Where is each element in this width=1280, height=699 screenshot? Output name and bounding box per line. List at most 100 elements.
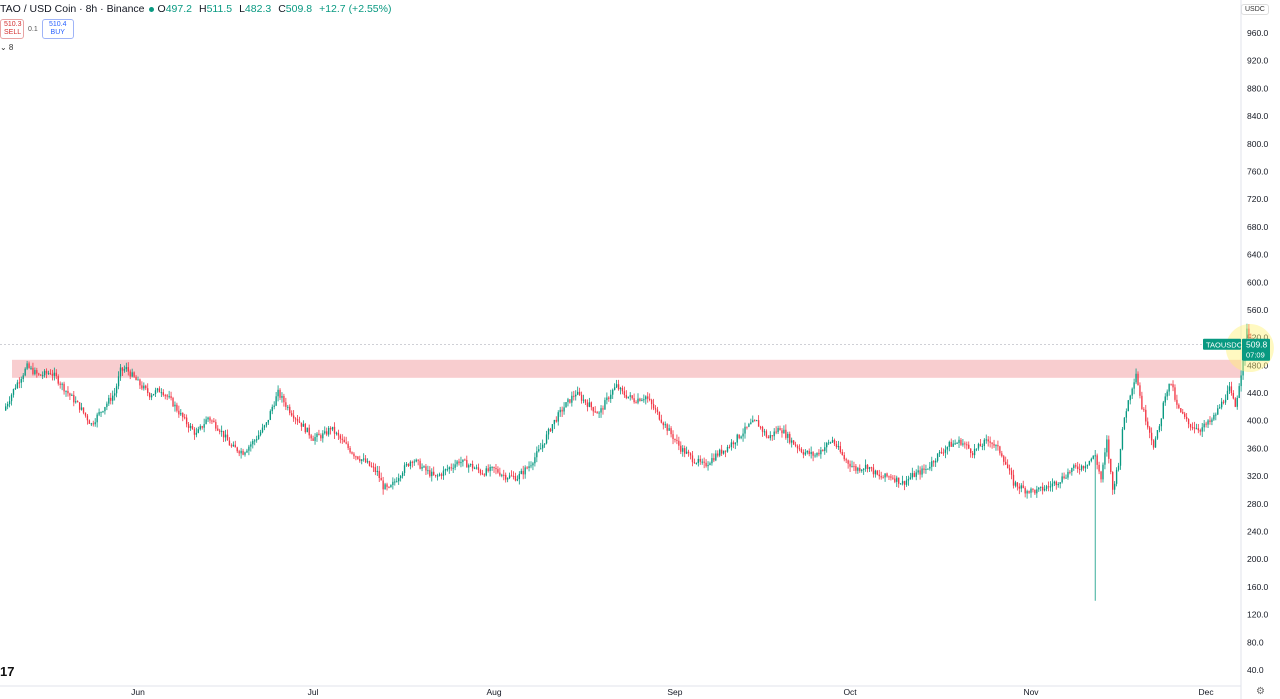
tradingview-logo[interactable]: 17 — [0, 664, 15, 679]
candle-body — [993, 443, 995, 446]
candle-body — [47, 373, 50, 375]
candle-body — [399, 476, 402, 479]
candle-body — [578, 391, 581, 395]
candle-body — [997, 445, 999, 447]
candle-body — [209, 417, 211, 421]
candle-body — [816, 452, 818, 456]
candle-body — [656, 409, 659, 412]
candle-body — [647, 396, 649, 399]
candle-body — [8, 401, 11, 405]
sell-button[interactable]: 510.3 SELL — [0, 19, 24, 39]
candle-body — [170, 396, 172, 399]
candle-body — [633, 398, 635, 403]
candle-body — [732, 442, 735, 445]
candle-body — [1209, 420, 1211, 422]
candle-body — [215, 422, 217, 429]
candle-body — [639, 398, 641, 401]
candle-body — [643, 399, 645, 401]
candle-body — [701, 461, 703, 463]
candle-body — [477, 467, 480, 471]
candle-body — [524, 467, 526, 475]
y-tick-label: 280.0 — [1247, 499, 1269, 509]
candle-body — [45, 370, 48, 374]
candle-body — [487, 468, 489, 472]
candle-body — [728, 446, 731, 448]
ohlc-high: H511.5 — [198, 3, 233, 15]
candle-body — [61, 383, 63, 385]
candle-body — [339, 435, 342, 439]
candle-body — [444, 469, 447, 471]
candle-body — [324, 431, 326, 434]
candle-body — [617, 384, 620, 390]
candle-body — [127, 367, 129, 372]
candle-body — [106, 403, 108, 408]
candle-body — [876, 470, 878, 475]
candle-body — [145, 385, 147, 389]
candle-body — [968, 444, 970, 449]
buy-price: 510.4 — [48, 21, 67, 28]
indicator-toggle[interactable]: ⌄ 8 — [0, 43, 14, 52]
candle-body — [1067, 471, 1069, 478]
candle-body — [425, 466, 427, 471]
candle-body — [1160, 418, 1163, 427]
candle-body — [413, 461, 415, 463]
candle-body — [826, 443, 828, 448]
x-tick-label: Sep — [667, 687, 682, 697]
candle-body — [722, 450, 725, 454]
candle-body — [1123, 417, 1126, 430]
candle-body — [1199, 430, 1201, 432]
candle-body — [781, 430, 783, 434]
candle-body — [777, 428, 779, 433]
candle-body — [191, 425, 194, 430]
candle-body — [115, 386, 118, 394]
candle-body — [244, 452, 246, 455]
candle-body — [750, 422, 752, 424]
candle-body — [1143, 409, 1145, 411]
settings-icon[interactable]: ⚙ — [1256, 686, 1265, 697]
candle-body — [678, 440, 680, 446]
candle-body — [925, 469, 927, 471]
y-tick-label: 520.0 — [1247, 333, 1269, 343]
candle-body — [806, 450, 808, 453]
candle-body — [901, 481, 904, 484]
candle-body — [623, 391, 626, 396]
candle-body — [36, 370, 38, 374]
candle-body — [699, 458, 701, 462]
candle-body — [960, 439, 962, 445]
candle-body — [131, 372, 133, 377]
candle-body — [1154, 438, 1157, 448]
candle-body — [1213, 415, 1215, 420]
candle-body — [559, 409, 561, 413]
candle-body — [382, 480, 384, 490]
candle-body — [452, 467, 454, 469]
candle-body — [1098, 464, 1100, 472]
candle-body — [139, 379, 141, 386]
candle-body — [755, 420, 758, 422]
symbol-title[interactable]: TAO / USD Coin · 8h · Binance — [0, 3, 145, 15]
candle-body — [164, 395, 166, 397]
x-tick-label: Dec — [1199, 687, 1215, 697]
candle-body — [878, 474, 880, 477]
candle-body — [73, 394, 75, 403]
candle-body — [1010, 470, 1013, 475]
candle-body — [540, 448, 542, 450]
candle-body — [77, 401, 79, 403]
candle-body — [668, 428, 670, 431]
candle-body — [479, 470, 482, 474]
candle-body — [1115, 469, 1118, 484]
candle-body — [285, 402, 287, 407]
candle-body — [1141, 395, 1143, 410]
candle-body — [92, 423, 94, 425]
candle-body — [658, 411, 661, 420]
candle-body — [1121, 429, 1124, 449]
buy-button[interactable]: 510.4 BUY — [41, 19, 74, 39]
candle-body — [979, 443, 982, 447]
candle-body — [341, 438, 343, 440]
candle-body — [518, 473, 521, 480]
candle-body — [923, 468, 925, 470]
candle-body — [619, 387, 622, 390]
candle-body — [610, 394, 612, 399]
candle-body — [1073, 465, 1075, 469]
